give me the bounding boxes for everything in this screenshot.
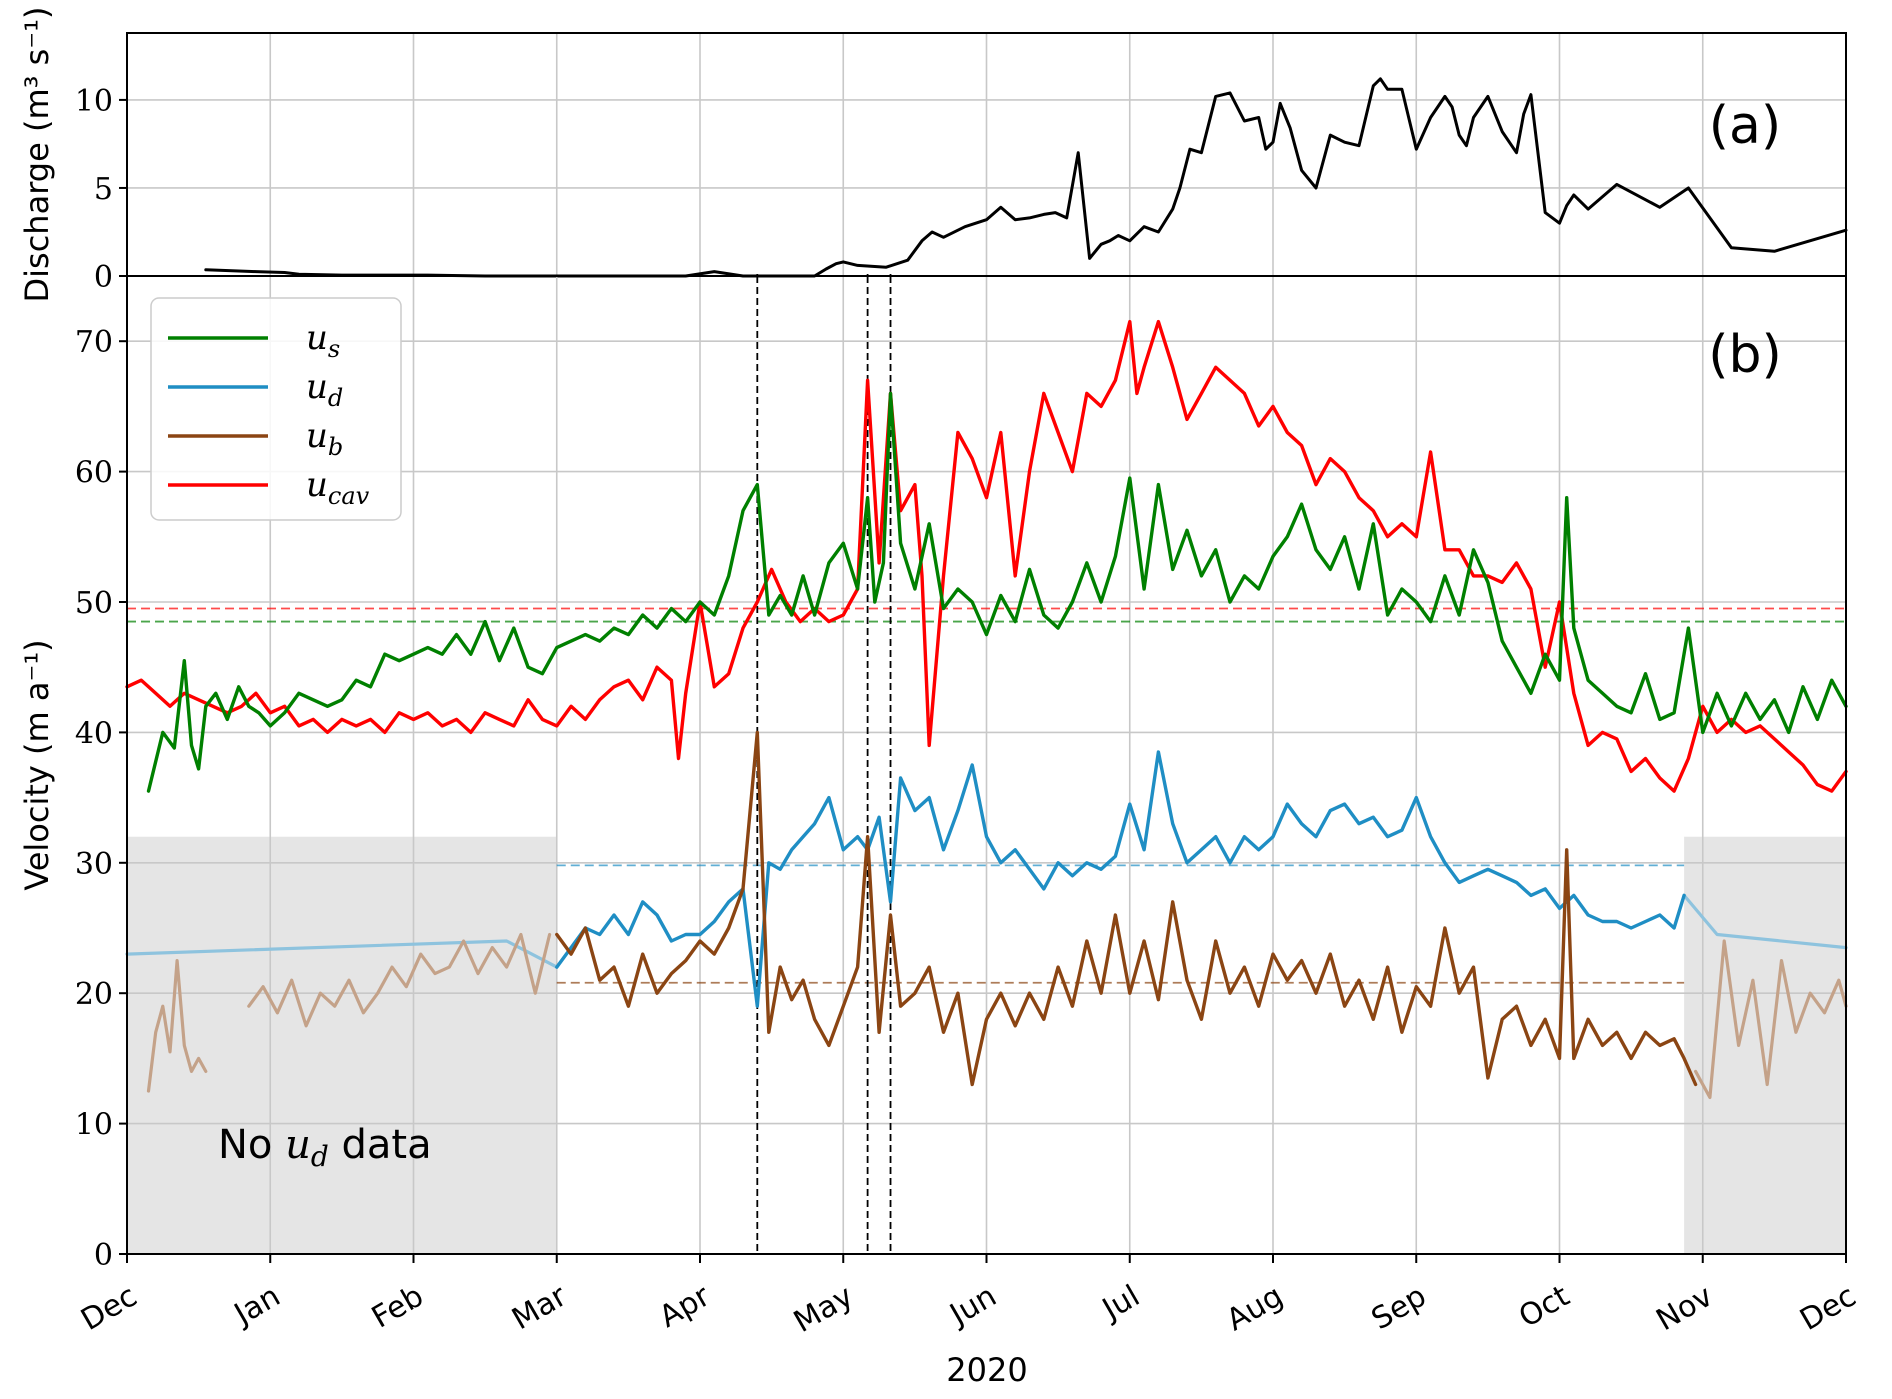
xtick-label-7: Jul <box>1095 1279 1146 1328</box>
panel-a-y-axis-label: Discharge (m³ s⁻¹) <box>18 7 56 303</box>
x-axis-label: 2020 <box>946 1351 1027 1389</box>
xtick-label-0: Dec <box>75 1279 143 1338</box>
panel-b-ytick-label-10: 10 <box>75 1108 113 1143</box>
xtick-label-8: Aug <box>1221 1279 1289 1339</box>
panel-b-ytick-label-60: 60 <box>75 456 113 491</box>
faded-series-u_b-2b <box>247 932 552 1028</box>
legend-box <box>150 297 402 521</box>
legend-label-base-u-b: u <box>306 416 328 456</box>
xtick-label-6: Jun <box>943 1279 1003 1334</box>
panel-b-ytick-label-70: 70 <box>75 325 113 360</box>
panel-b-ytick-label-30: 30 <box>75 847 113 882</box>
faded-series-u_d-1 <box>1682 893 1848 950</box>
faded-series-u_b-3 <box>1693 939 1848 1100</box>
faded-series-u_b-2 <box>146 958 208 1093</box>
panel-b-ytick-label-0: 0 <box>94 1238 113 1273</box>
panel-b-ytick-label-50: 50 <box>75 586 113 621</box>
series-line-u-b <box>555 730 1698 1087</box>
xtick-label-4: Apr <box>654 1278 717 1335</box>
series-line-u-s <box>146 391 1848 793</box>
xtick-label-5: May <box>788 1279 859 1340</box>
no-ud-data-region-1 <box>1684 836 1846 1254</box>
panel-label-a: (a) <box>1709 96 1781 156</box>
panel-a-ytick-label-0: 0 <box>94 260 113 295</box>
legend-label-sub-u-d: d <box>328 384 343 412</box>
xtick-label-9: Sep <box>1366 1279 1432 1338</box>
panel-a-ytick-label-10: 10 <box>75 84 113 119</box>
xtick-label-1: Jan <box>227 1279 286 1333</box>
legend-label-u-cav: ucav <box>306 465 370 510</box>
legend-label-sub-u-cav: cav <box>328 482 370 510</box>
series-line-u-cav <box>125 319 1848 793</box>
no-ud-data-text-after: data <box>329 1122 432 1168</box>
panel-a-discharge: 0 5 10 (a) Discharge (m³ s⁻¹) <box>18 7 1848 303</box>
panel-label-b: (b) <box>1708 325 1782 385</box>
panel-b-ytick-label-40: 40 <box>75 716 113 751</box>
no-ud-data-text-before: No <box>218 1122 285 1168</box>
panel-b-velocity: 0 10 20 30 40 50 60 70 Dec Jan Feb Mar Apr May Jun Jul A… <box>18 274 1862 1340</box>
legend-label-sub-u-s: s <box>328 335 340 363</box>
xtick-label-11: Nov <box>1651 1279 1719 1339</box>
xtick-label-2: Feb <box>366 1279 430 1336</box>
faded-series-u_d-0 <box>125 939 559 969</box>
legend-label-u-s: us <box>306 318 340 363</box>
panel-b-y-axis-label: Velocity (m a⁻¹) <box>18 639 56 890</box>
xtick-label-10: Oct <box>1513 1279 1576 1335</box>
no-ud-data-math: u <box>285 1122 311 1168</box>
legend-label-base-u-d: u <box>306 367 328 407</box>
no-ud-data-label: No ud data <box>218 1122 432 1173</box>
panel-b-ytick-label-20: 20 <box>75 977 113 1012</box>
legend-label-base-u-s: u <box>306 318 328 358</box>
no-ud-data-region-0 <box>127 836 557 1254</box>
panel-b-frame <box>126 275 1847 1255</box>
legend-label-u-d: ud <box>306 367 343 412</box>
series-line-u-d <box>555 750 1686 1008</box>
panel-a-ytick-label-5: 5 <box>94 172 113 207</box>
xtick-label-12: Dec <box>1794 1279 1862 1338</box>
legend-label-u-b: ub <box>306 416 343 461</box>
no-ud-data-sub: d <box>311 1140 329 1173</box>
legend-label-sub-u-b: b <box>328 433 343 461</box>
legend-label-base-u-cav: u <box>306 465 328 505</box>
discharge-line <box>204 77 1848 278</box>
xtick-label-3: Mar <box>506 1278 573 1337</box>
